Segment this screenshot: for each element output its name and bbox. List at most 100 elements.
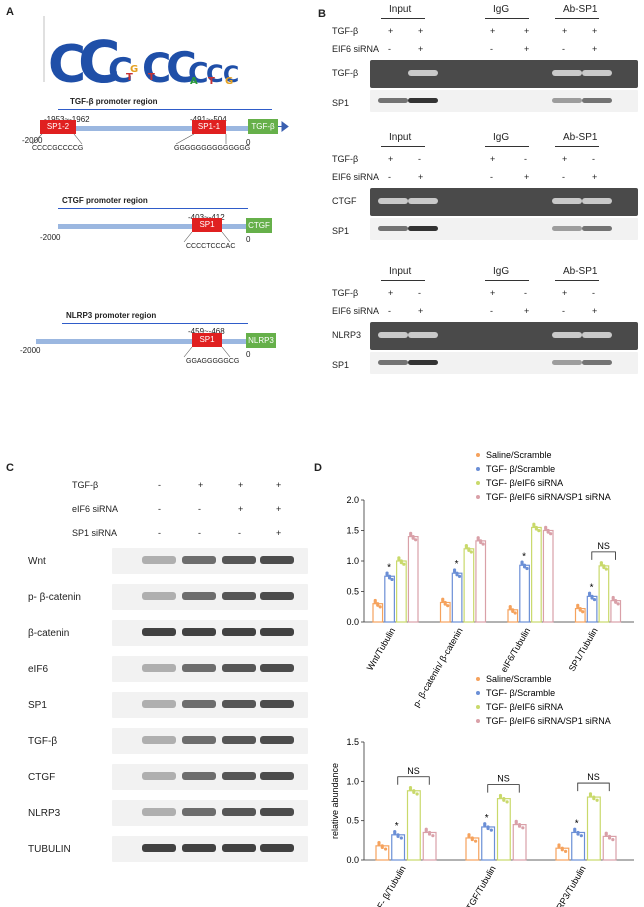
band <box>182 844 216 852</box>
band <box>222 700 256 708</box>
ns-bracket <box>591 551 616 560</box>
legend-entry: TGF- β/eIF6 siRNA <box>486 702 563 712</box>
data-point <box>588 793 593 798</box>
significance-star: * <box>455 559 459 570</box>
nlrp3-sp1-box: SP1 <box>192 333 222 347</box>
data-point <box>532 524 536 528</box>
band <box>552 226 582 231</box>
y-tick-label: 1.0 <box>346 776 359 786</box>
blot-label: SP1 <box>28 700 47 711</box>
site1-range: -491~-504 <box>190 115 227 124</box>
svg-text:G: G <box>225 76 233 87</box>
data-point <box>607 836 612 840</box>
group-underline <box>485 280 529 281</box>
nlrp3-site-range: -459~-468 <box>188 327 225 336</box>
svg-text:G: G <box>130 64 138 75</box>
condition-sign: - <box>198 504 201 514</box>
ns-bracket <box>487 784 520 793</box>
bar-chart-1: Saline/Scramble TGF- β/Scramble TGF- β/eIF… <box>346 450 634 709</box>
blot-label: TUBULIN <box>28 844 71 855</box>
row-label-tgf: TGF-β <box>332 154 359 164</box>
group-label: IgG <box>493 266 510 277</box>
sp1-2-box: SP1-2 <box>40 120 76 134</box>
ns-label: NS <box>587 772 600 782</box>
band <box>408 332 438 338</box>
data-point <box>431 834 435 838</box>
y-tick-label: 2.0 <box>346 495 359 505</box>
sequence-logo-image: C C C C C C C C T G T A T G <box>43 16 239 96</box>
band <box>260 772 294 780</box>
band <box>552 98 582 103</box>
panel-label-b: B <box>318 8 326 20</box>
data-point <box>534 527 538 531</box>
sign-sirna: + <box>524 306 530 316</box>
sign-sirna: + <box>592 172 598 182</box>
sign-sirna: - <box>562 306 565 316</box>
band-label: NLRP3 <box>332 330 362 340</box>
band <box>222 556 256 564</box>
band <box>182 664 216 672</box>
data-point <box>457 574 462 578</box>
sign-sirna: + <box>524 44 530 54</box>
data-point <box>376 603 380 607</box>
tgf-promoter-title: TGF-β promoter region <box>70 97 158 106</box>
data-point <box>384 847 388 851</box>
data-point <box>511 609 515 613</box>
sign-tgf: + <box>388 288 394 298</box>
legend-dot <box>476 691 480 695</box>
data-point <box>520 562 524 566</box>
y-tick-label: 1.5 <box>346 737 359 747</box>
data-point <box>579 834 583 838</box>
svg-text:A: A <box>190 76 198 87</box>
condition-label: TGF-β <box>72 480 99 490</box>
svg-text:C: C <box>188 56 209 89</box>
sign-tgf: + <box>388 154 394 164</box>
blot-label: CTGF <box>28 772 56 783</box>
sign-tgf: - <box>418 288 421 298</box>
data-point <box>378 605 382 609</box>
x-tick-label: eIF6/Tubulin <box>499 626 533 674</box>
panel-c: TGF-β - + + + eIF6 siRNA - - + + SP1 siRNA - - - + Wnt p… <box>0 460 320 900</box>
data-point <box>373 600 377 604</box>
y-tick-label: 0.0 <box>346 617 359 627</box>
data-point <box>387 576 392 580</box>
significance-star: * <box>485 813 489 824</box>
sign-tgf: + <box>490 26 496 36</box>
data-point <box>514 821 518 825</box>
arrow-icon <box>278 121 289 132</box>
ns-bracket <box>397 776 430 785</box>
bar <box>531 526 542 623</box>
x-tick-label: Wnt/Tubulin <box>365 626 398 672</box>
data-point <box>380 845 384 850</box>
data-point <box>402 562 406 566</box>
band <box>142 772 176 780</box>
bar <box>407 535 419 623</box>
nlrp3-gene-box: NLRP3 <box>246 333 276 348</box>
sign-sirna: - <box>562 44 565 54</box>
promoter-bar <box>36 339 248 344</box>
sign-tgf: - <box>592 154 595 164</box>
panel-label-a: A <box>6 6 14 18</box>
band <box>182 772 216 780</box>
data-point <box>424 829 428 833</box>
data-point <box>409 533 413 537</box>
sign-tgf: + <box>592 26 598 36</box>
data-point <box>602 565 606 570</box>
gel-image <box>370 90 638 112</box>
data-point <box>614 600 618 604</box>
group-label: Ab-SP1 <box>563 266 598 277</box>
sign-tgf: + <box>490 288 496 298</box>
data-point <box>508 606 512 610</box>
condition-sign: + <box>276 528 282 538</box>
band <box>582 198 612 204</box>
seq-lines <box>183 231 231 243</box>
legend-dot <box>476 495 480 499</box>
band <box>378 226 408 231</box>
significance-star: * <box>395 821 399 832</box>
data-point <box>486 826 490 831</box>
row-label-sirna: EIF6 siRNA <box>332 306 380 316</box>
legend-dot <box>476 481 480 485</box>
band <box>260 664 294 672</box>
condition-sign: - <box>238 528 241 538</box>
legend-entry: TGF- β/eIF6 siRNA/SP1 siRNA <box>486 492 611 502</box>
